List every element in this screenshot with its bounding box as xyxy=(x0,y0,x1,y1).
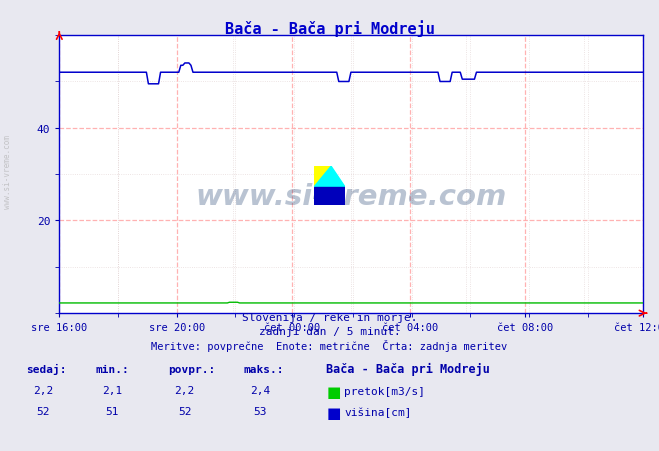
Text: povpr.:: povpr.: xyxy=(168,364,215,374)
Text: www.si-vreme.com: www.si-vreme.com xyxy=(195,183,507,211)
Text: 53: 53 xyxy=(254,406,267,416)
Polygon shape xyxy=(314,167,345,188)
Text: Bača - Bača pri Modreju: Bača - Bača pri Modreju xyxy=(225,20,434,37)
Polygon shape xyxy=(314,188,345,205)
Text: www.si-vreme.com: www.si-vreme.com xyxy=(3,134,13,208)
Text: pretok[m3/s]: pretok[m3/s] xyxy=(344,387,425,396)
Text: višina[cm]: višina[cm] xyxy=(344,407,411,417)
Text: sedaj:: sedaj: xyxy=(26,363,67,374)
Text: Bača - Bača pri Modreju: Bača - Bača pri Modreju xyxy=(326,362,490,375)
Text: maks.:: maks.: xyxy=(244,364,284,374)
Text: 2,1: 2,1 xyxy=(102,385,122,395)
Polygon shape xyxy=(314,167,331,188)
Text: Meritve: povprečne  Enote: metrične  Črta: zadnja meritev: Meritve: povprečne Enote: metrične Črta:… xyxy=(152,339,507,351)
Text: 2,2: 2,2 xyxy=(33,385,53,395)
Text: 52: 52 xyxy=(178,406,191,416)
Text: 2,4: 2,4 xyxy=(250,385,270,395)
Text: ■: ■ xyxy=(326,384,341,399)
Text: 52: 52 xyxy=(36,406,49,416)
Text: Slovenija / reke in morje.: Slovenija / reke in morje. xyxy=(242,312,417,322)
Text: 51: 51 xyxy=(105,406,119,416)
Text: 2,2: 2,2 xyxy=(175,385,194,395)
Text: zadnji dan / 5 minut.: zadnji dan / 5 minut. xyxy=(258,327,401,336)
Text: ■: ■ xyxy=(326,405,341,420)
Text: min.:: min.: xyxy=(96,364,129,374)
